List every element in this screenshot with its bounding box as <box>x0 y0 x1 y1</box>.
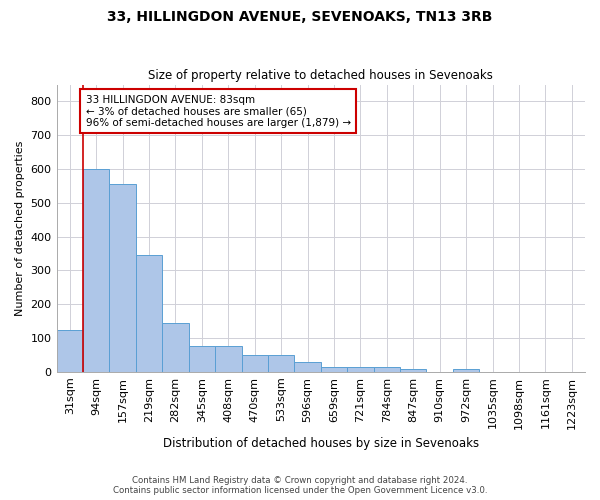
Bar <box>109 184 136 372</box>
Bar <box>136 255 162 372</box>
Bar <box>162 323 188 372</box>
Bar <box>268 355 295 372</box>
Bar <box>242 355 268 372</box>
Bar <box>347 368 374 372</box>
Bar <box>83 169 109 372</box>
Text: 33, HILLINGDON AVENUE, SEVENOAKS, TN13 3RB: 33, HILLINGDON AVENUE, SEVENOAKS, TN13 3… <box>107 10 493 24</box>
Title: Size of property relative to detached houses in Sevenoaks: Size of property relative to detached ho… <box>148 69 493 82</box>
Bar <box>295 362 321 372</box>
X-axis label: Distribution of detached houses by size in Sevenoaks: Distribution of detached houses by size … <box>163 437 479 450</box>
Bar <box>215 346 242 372</box>
Text: 33 HILLINGDON AVENUE: 83sqm
← 3% of detached houses are smaller (65)
96% of semi: 33 HILLINGDON AVENUE: 83sqm ← 3% of deta… <box>86 94 351 128</box>
Bar <box>321 366 347 372</box>
Bar <box>400 370 427 372</box>
Bar <box>188 346 215 372</box>
Bar <box>374 368 400 372</box>
Bar <box>453 370 479 372</box>
Bar <box>56 330 83 372</box>
Text: Contains HM Land Registry data © Crown copyright and database right 2024.
Contai: Contains HM Land Registry data © Crown c… <box>113 476 487 495</box>
Y-axis label: Number of detached properties: Number of detached properties <box>15 140 25 316</box>
